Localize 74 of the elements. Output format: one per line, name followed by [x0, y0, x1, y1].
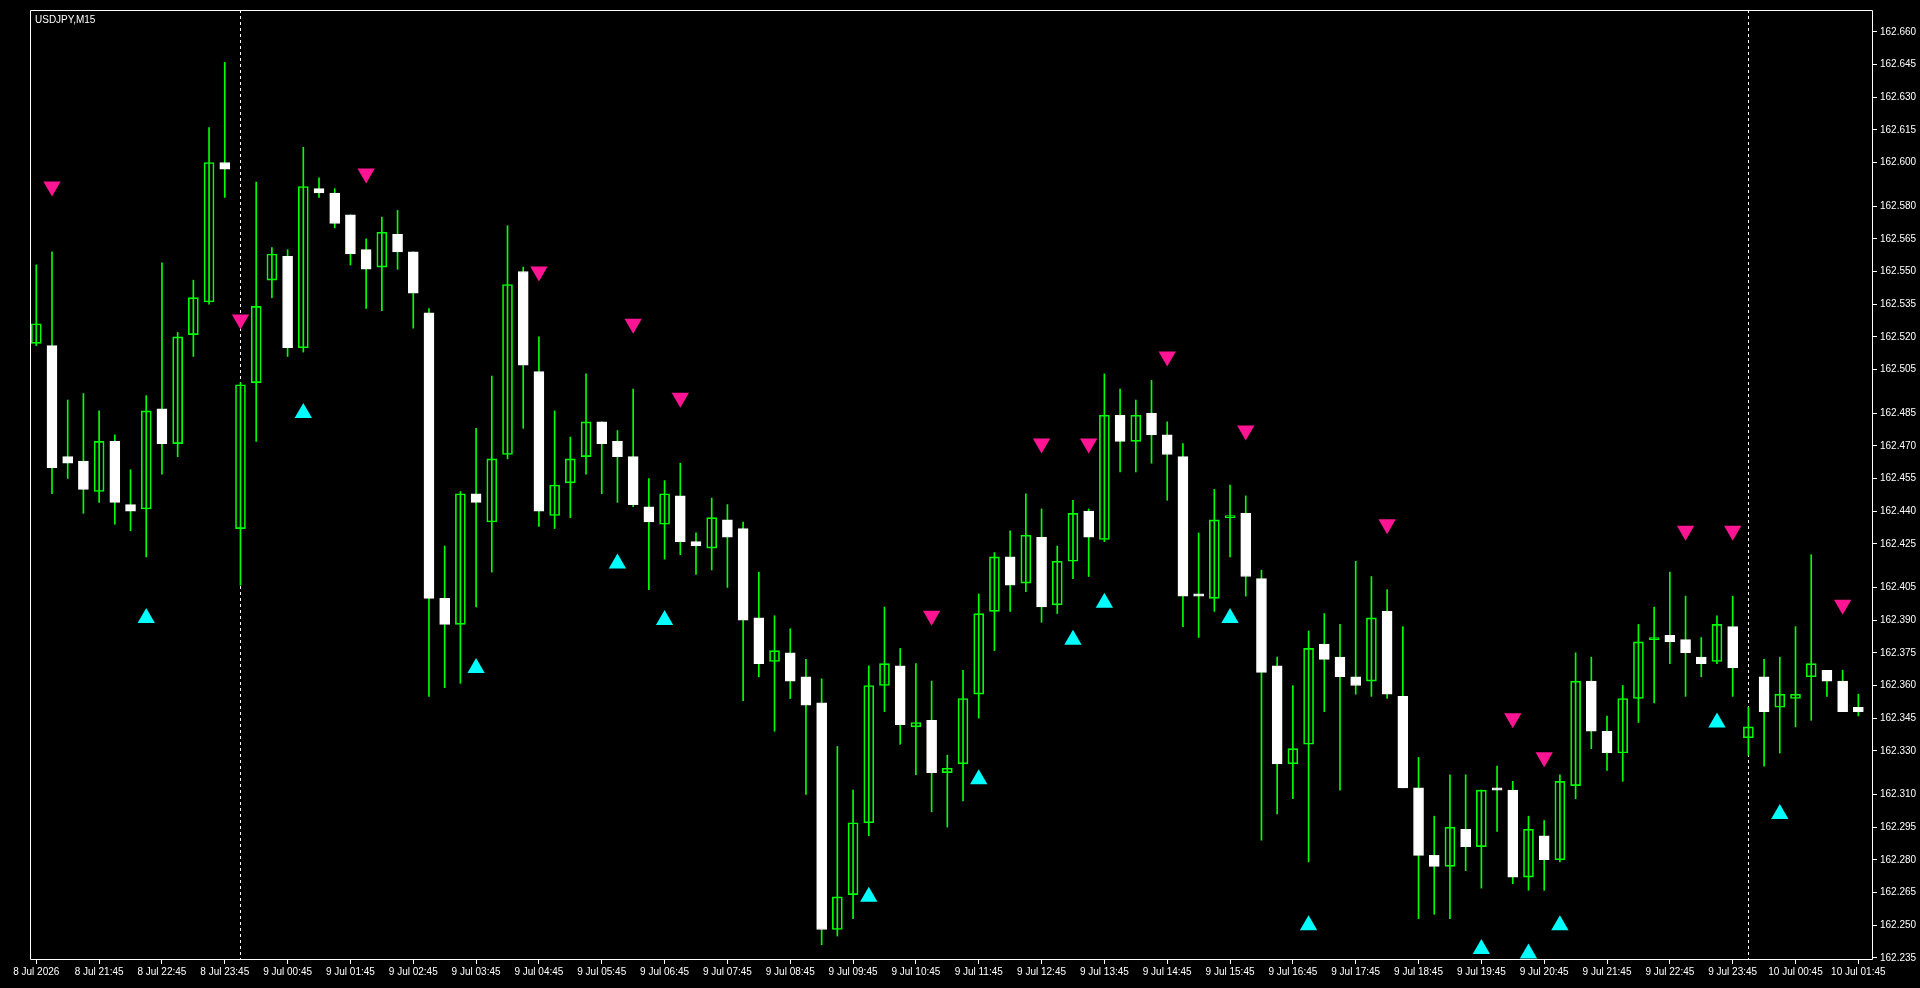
- y-tick-label: 162.520: [1880, 330, 1917, 342]
- x-tick-label: 9 Jul 22:45: [1645, 965, 1695, 977]
- chart-title: USDJPY,M15: [35, 13, 96, 25]
- x-tick-label: 9 Jul 03:45: [451, 965, 501, 977]
- x-tick-label: 9 Jul 06:45: [640, 965, 690, 977]
- y-tick-label: 162.265: [1880, 886, 1917, 898]
- candlestick: [470, 428, 482, 608]
- candlestick: [62, 399, 74, 479]
- x-tick-label: 9 Jul 00:45: [263, 965, 313, 977]
- x-tick-label: 9 Jul 20:45: [1519, 965, 1570, 977]
- x-tick-label: 9 Jul 05:45: [577, 965, 627, 977]
- y-tick-label: 162.550: [1880, 265, 1917, 277]
- y-tick-label: 162.660: [1880, 25, 1917, 37]
- y-tick-label: 162.580: [1880, 199, 1917, 211]
- y-tick-label: 162.630: [1880, 90, 1917, 102]
- y-tick-label: 162.235: [1880, 951, 1917, 963]
- y-tick-label: 162.405: [1880, 581, 1917, 593]
- y-tick-label: 162.280: [1880, 853, 1917, 865]
- x-tick-label: 9 Jul 04:45: [514, 965, 564, 977]
- x-tick-label: 9 Jul 19:45: [1456, 965, 1507, 977]
- y-tick-label: 162.535: [1880, 297, 1917, 309]
- y-tick-label: 162.425: [1880, 537, 1917, 549]
- y-tick-label: 162.330: [1880, 744, 1917, 756]
- y-tick-label: 162.470: [1880, 439, 1917, 451]
- candlestick: [1695, 637, 1707, 678]
- x-tick-label: 8 Jul 21:45: [74, 965, 125, 977]
- y-tick-label: 162.455: [1880, 472, 1917, 484]
- candlestick: [1428, 815, 1440, 915]
- candlestick: [1161, 421, 1173, 501]
- x-tick-label: 9 Jul 09:45: [828, 965, 878, 977]
- y-tick-label: 162.345: [1880, 711, 1917, 723]
- x-tick-label: 10 Jul 00:45: [1768, 965, 1824, 977]
- candlestick: [313, 177, 325, 198]
- candlestick: [643, 478, 655, 590]
- y-tick-label: 162.375: [1880, 646, 1917, 658]
- y-tick-label: 162.485: [1880, 406, 1917, 418]
- y-tick-label: 162.295: [1880, 820, 1917, 832]
- y-tick-label: 162.390: [1880, 613, 1917, 625]
- y-tick-label: 162.310: [1880, 788, 1917, 800]
- candlestick: [800, 658, 812, 795]
- x-tick-label: 9 Jul 15:45: [1205, 965, 1255, 977]
- x-tick-label: 9 Jul 12:45: [1017, 965, 1067, 977]
- candlestick: [1334, 624, 1346, 791]
- y-tick-label: 162.250: [1880, 918, 1917, 930]
- y-tick-label: 162.615: [1880, 123, 1917, 135]
- candlestick: [156, 262, 168, 475]
- candlestick: [219, 61, 231, 198]
- candlestick: [439, 545, 451, 688]
- x-tick-label: 9 Jul 16:45: [1268, 965, 1318, 977]
- candlestick: [690, 532, 702, 575]
- x-tick-label: 9 Jul 01:45: [325, 965, 376, 977]
- x-tick-label: 9 Jul 21:45: [1582, 965, 1632, 977]
- x-tick-label: 9 Jul 07:45: [702, 965, 753, 977]
- candlestick: [1318, 613, 1330, 712]
- y-tick-label: 162.505: [1880, 363, 1917, 375]
- x-tick-label: 9 Jul 02:45: [388, 965, 439, 977]
- x-tick-label: 8 Jul 2026: [13, 965, 60, 977]
- x-tick-label: 9 Jul 10:45: [891, 965, 941, 977]
- y-tick-label: 162.645: [1880, 58, 1917, 70]
- x-tick-label: 9 Jul 08:45: [765, 965, 816, 977]
- x-tick-label: 9 Jul 11:45: [954, 965, 1004, 977]
- y-tick-label: 162.440: [1880, 504, 1917, 516]
- x-tick-label: 8 Jul 23:45: [200, 965, 250, 977]
- x-tick-label: 9 Jul 23:45: [1708, 965, 1758, 977]
- y-tick-label: 162.360: [1880, 679, 1917, 691]
- x-tick-label: 9 Jul 18:45: [1394, 965, 1444, 977]
- x-tick-label: 10 Jul 01:45: [1831, 965, 1887, 977]
- y-tick-label: 162.600: [1880, 156, 1917, 168]
- y-tick-label: 162.565: [1880, 232, 1917, 244]
- x-tick-label: 9 Jul 13:45: [1079, 965, 1130, 977]
- x-tick-label: 9 Jul 17:45: [1331, 965, 1381, 977]
- candlestick: [1350, 560, 1362, 695]
- x-tick-label: 9 Jul 14:45: [1142, 965, 1193, 977]
- x-tick-label: 8 Jul 22:45: [137, 965, 187, 977]
